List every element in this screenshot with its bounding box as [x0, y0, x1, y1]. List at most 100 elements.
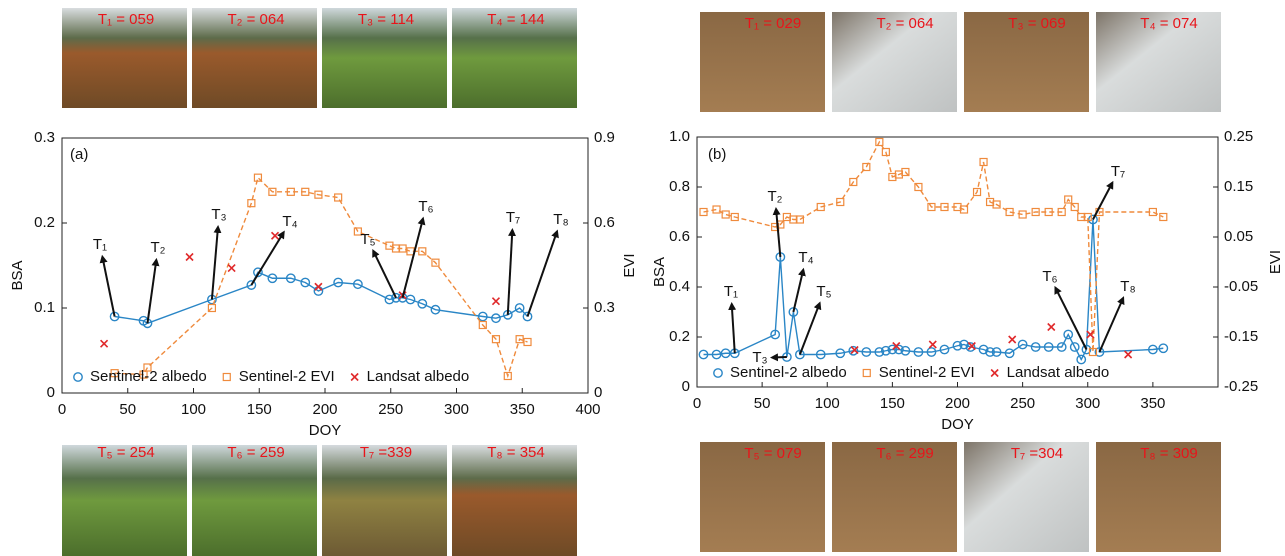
x-tick-label: 350	[510, 401, 535, 418]
point	[285, 273, 296, 284]
point	[711, 349, 722, 360]
point	[1159, 212, 1168, 222]
x-tick-label: 50	[119, 401, 136, 418]
annotation-arrow	[769, 353, 787, 362]
photo-label: T₆ = 299	[876, 445, 933, 462]
photo-label: T₄ = 074	[1140, 15, 1197, 32]
point	[1057, 207, 1066, 217]
point	[770, 329, 781, 340]
y2-tick-label: 0.3	[594, 299, 615, 316]
annotation: T₈	[1120, 278, 1135, 295]
point	[795, 215, 804, 224]
photo	[452, 445, 577, 556]
photo-label: T₃ = 114	[358, 11, 414, 28]
photo-label: T₅ = 254	[97, 444, 154, 461]
point	[965, 342, 976, 352]
point	[721, 210, 730, 219]
point	[1030, 342, 1041, 352]
y-tick-label: 0.2	[669, 328, 690, 345]
legend-marker	[73, 372, 83, 382]
y2-tick-label: 0.25	[1224, 128, 1253, 145]
photo-label: T₈ = 309	[1140, 445, 1198, 462]
point	[185, 252, 194, 262]
photo	[322, 8, 447, 108]
point	[1018, 210, 1027, 219]
point	[300, 277, 311, 288]
point	[730, 212, 739, 222]
point	[253, 267, 263, 278]
x-tick-label: 200	[312, 401, 337, 418]
y2-tick-label: 0.9	[594, 129, 615, 146]
point	[836, 197, 845, 207]
point	[972, 187, 982, 197]
photo	[62, 8, 187, 108]
annotation-arrow	[1092, 180, 1114, 220]
point	[913, 347, 924, 357]
point	[794, 349, 805, 360]
x-tick-label: 150	[880, 395, 905, 412]
point	[928, 340, 937, 349]
point	[1086, 330, 1095, 339]
point	[875, 137, 884, 147]
photo-label: T₇ =304	[1011, 445, 1063, 462]
x-tick-label: 250	[1010, 395, 1035, 412]
y-tick-label: 0.2	[34, 214, 55, 231]
photo-label: T₅ = 079	[744, 445, 801, 462]
photo	[964, 442, 1089, 552]
x-tick-label: 0	[693, 395, 701, 412]
y2-axis-label: EVI	[1267, 250, 1284, 274]
legend-label: Sentinel-2 albedo	[730, 364, 847, 381]
point	[940, 202, 949, 212]
x-tick-label: 300	[444, 401, 469, 418]
y-tick-label: 0.8	[669, 178, 690, 195]
annotation: T₁	[93, 236, 107, 253]
point	[1056, 342, 1067, 352]
legend-marker	[350, 372, 359, 382]
photo	[1096, 12, 1221, 112]
legend-marker	[222, 372, 231, 382]
point	[1147, 344, 1158, 355]
photo	[192, 445, 317, 556]
point	[1088, 214, 1098, 225]
legend-label: Sentinel-2 EVI	[239, 368, 335, 385]
point	[253, 173, 263, 182]
y-tick-label: 0.4	[669, 278, 690, 295]
legend-label: Landsat albedo	[367, 368, 470, 385]
x-tick-label: 300	[1075, 395, 1100, 412]
y2-tick-label: 0.6	[594, 214, 615, 231]
point	[939, 344, 950, 355]
x-tick-label: 0	[58, 401, 66, 418]
legend-label: Sentinel-2 albedo	[90, 368, 207, 385]
point	[1047, 322, 1056, 332]
annotation-arrow	[526, 229, 559, 317]
point	[712, 205, 721, 214]
point	[227, 263, 236, 273]
point	[143, 363, 152, 372]
point	[1158, 343, 1169, 354]
photo	[62, 445, 187, 556]
photo	[192, 8, 317, 108]
x-tick-label: 50	[754, 395, 771, 412]
point	[503, 371, 512, 381]
y-tick-label: 1.0	[669, 128, 690, 145]
point	[314, 282, 323, 291]
annotation-arrow	[772, 206, 782, 258]
point	[246, 280, 257, 290]
point	[491, 313, 501, 324]
y2-tick-label: -0.15	[1224, 328, 1258, 345]
point	[926, 347, 937, 357]
point	[418, 247, 427, 256]
annotation: T₂	[151, 239, 166, 256]
panel-label: (a)	[70, 146, 88, 163]
point	[477, 311, 488, 322]
annotation-arrow	[210, 224, 222, 300]
series-line	[114, 271, 529, 325]
legend-label: Sentinel-2 EVI	[879, 364, 975, 381]
series-line	[703, 219, 1164, 362]
series-line	[703, 140, 1164, 353]
point	[268, 187, 277, 196]
point	[270, 231, 280, 240]
y-axis-label: BSA	[651, 257, 668, 287]
annotation: T₄	[798, 249, 813, 266]
annotation-arrow	[250, 230, 285, 286]
